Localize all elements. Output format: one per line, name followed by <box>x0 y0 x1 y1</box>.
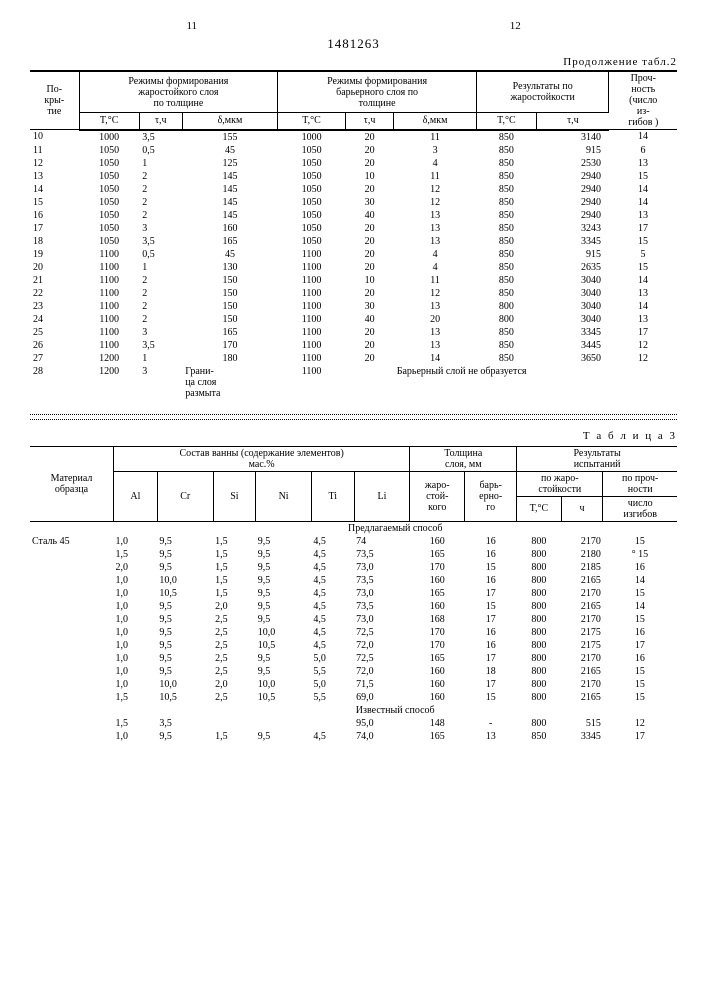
table3: Материалобразца Состав ванны (содержание… <box>30 446 677 743</box>
t3-h-bar: барь-ерно-го <box>465 471 517 521</box>
t2-h-rt: τ,ч <box>536 113 609 130</box>
table-row: 1,09,52,510,54,572,017016800217517 <box>30 639 677 652</box>
table-row: 221100215011002012850304013 <box>30 287 677 300</box>
t3-h-cr: Cr <box>157 471 213 521</box>
t3-h-thickness: Толщинаслоя, мм <box>410 446 517 471</box>
page-right: 12 <box>354 20 678 32</box>
page-numbers: 11 12 <box>30 20 677 32</box>
t3-h-ti: Ti <box>311 471 354 521</box>
t2-h-heatlayer: Режимы формированияжаростойкого слояпо т… <box>79 71 278 113</box>
t3-h-al: Al <box>113 471 157 521</box>
table-row: 241100215011004020800304013 <box>30 313 677 326</box>
table-row: 161050214510504013850294013 <box>30 209 677 222</box>
t2-h-results: Результаты пожаростойкости <box>476 71 609 113</box>
t3-h-si: Si <box>213 471 256 521</box>
table-row: 1,09,52,59,55,072,516517800217016 <box>30 652 677 665</box>
t2-h-d1: δ,мкм <box>182 113 278 130</box>
table-row: 1,09,52,510,04,572,517016800217516 <box>30 626 677 639</box>
table-row: Сталь 451,09,51,59,54,57416016800217015 <box>30 535 677 548</box>
t2-h-rT: T,°C <box>476 113 536 130</box>
t3-h-heat: жаро-стой-кого <box>410 471 465 521</box>
t3-h-material: Материалобразца <box>30 446 113 521</box>
table-row: 211100215011001011850304014 <box>30 274 677 287</box>
t2-h-t1: τ,ч <box>139 113 182 130</box>
t3-h-t: ч <box>561 496 603 521</box>
table-row: 2611003,517011002013850344512 <box>30 339 677 352</box>
table-row: 1,010,02,010,05,071,516017800217015 <box>30 678 677 691</box>
t3-h-results: Результатыиспытаний <box>517 446 677 471</box>
table-row: 1110500,54510502038509156 <box>30 144 677 157</box>
t2-h-coating: По-кры-тие <box>30 71 79 130</box>
table-row: 1,09,52,59,54,573,016817800217015 <box>30 613 677 626</box>
table-row: 1,59,51,59,54,573,5165168002180° 15 <box>30 548 677 561</box>
t3-h-byheat: по жаро-стойкости <box>517 471 603 496</box>
table-row: 1911000,54511002048509155 <box>30 248 677 261</box>
table3-title: Т а б л и ц а 3 <box>30 430 677 442</box>
table-row: 1,010,51,59,54,573,016517800217015 <box>30 587 677 600</box>
table-row: 131050214510501011850294015 <box>30 170 677 183</box>
table-row: 2,09,51,59,54,573,017015800218516 <box>30 561 677 574</box>
table-row: 12105011251050204850253013 <box>30 157 677 170</box>
t2-h-strength: Проч-ность(числоиз-гибов ) <box>609 71 677 130</box>
t2-h-t2: τ,ч <box>345 113 393 130</box>
table2-continuation: Продолжение табл.2 <box>30 56 677 68</box>
doc-number: 1481263 <box>30 36 677 52</box>
t2-h-T2: T,°C <box>278 113 346 130</box>
table-row: 1,09,51,59,54,574,016513850334517 <box>30 730 677 743</box>
table-row: 231100215011003013800304014 <box>30 300 677 313</box>
section-row: Предлагаемый способ <box>30 521 677 535</box>
table-row: 1810503,516510502013850334515 <box>30 235 677 248</box>
t3-h-li: Li <box>354 471 410 521</box>
table-row: 1,09,52,59,55,572,016018800216515 <box>30 665 677 678</box>
table-row: 171050316010502013850324317 <box>30 222 677 235</box>
table-row: 20110011301100204850263515 <box>30 261 677 274</box>
t3-h-T: T,°C <box>517 496 561 521</box>
table2: По-кры-тие Режимы формированияжаростойко… <box>30 70 677 400</box>
table-row: 1,09,52,09,54,573,516015800216514 <box>30 600 677 613</box>
table-row: 251100316511002013850334517 <box>30 326 677 339</box>
t3-h-bath: Состав ванны (содержание элементов)мас.% <box>113 446 409 471</box>
page-left: 11 <box>30 20 354 32</box>
section-row: Известный способ <box>30 704 677 717</box>
t2-h-barrierlayer: Режимы формированиябарьерного слоя потол… <box>278 71 477 113</box>
table-row: 151050214510503012850294014 <box>30 196 677 209</box>
table-row: 141050214510502012850294014 <box>30 183 677 196</box>
t2-h-d2: δ,мкм <box>394 113 477 130</box>
table-row: 1,010,01,59,54,573,516016800216514 <box>30 574 677 587</box>
t3-h-bystr: по проч-ности <box>603 471 677 496</box>
t3-h-bends: числоизгибов <box>603 496 677 521</box>
table-row: 271200118011002014850365012 <box>30 352 677 365</box>
t3-h-ni: Ni <box>256 471 312 521</box>
table-row: 2812003Грани-ца слояразмыта1100Барьерный… <box>30 365 677 400</box>
table-divider <box>30 414 677 420</box>
t2-h-T1: T,°C <box>79 113 139 130</box>
table-row: 1,53,595,0148-80051512 <box>30 717 677 730</box>
table-row: 1010003,515510002011850314014 <box>30 130 677 144</box>
table-row: 1,510,52,510,55,569,016015800216515 <box>30 691 677 704</box>
